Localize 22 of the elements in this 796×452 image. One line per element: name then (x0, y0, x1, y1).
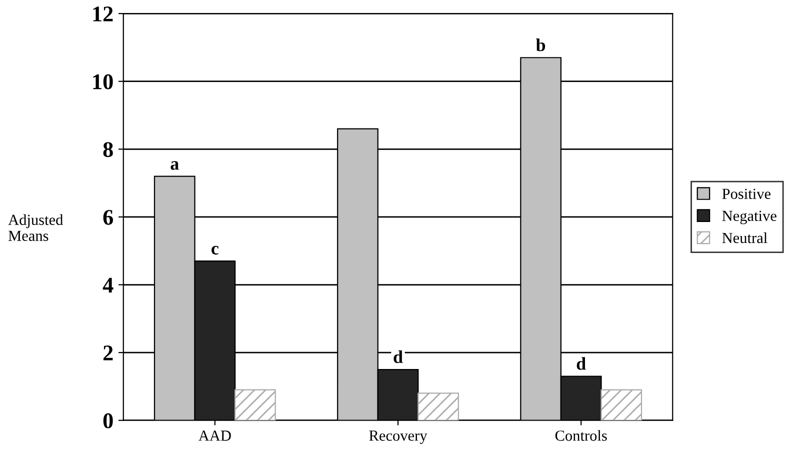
legend-label: Positive (722, 188, 771, 199)
bar (600, 389, 642, 420)
y-tick-label: 6 (103, 210, 114, 225)
x-tick-label: AAD (198, 430, 231, 441)
legend-label: Neutral (722, 232, 768, 244)
y-tick-label: 12 (93, 6, 113, 22)
bar (234, 389, 276, 420)
y-tick-label: 0 (103, 413, 113, 428)
data-label: d (576, 357, 586, 370)
data-label: b (536, 38, 546, 52)
x-tick-label: Recovery (369, 430, 428, 444)
y-axis-title: Adjusted Means (8, 214, 64, 241)
bar (418, 392, 459, 420)
legend-label: Negative (722, 210, 776, 224)
y-tick-label: 4 (102, 278, 114, 292)
data-label: d (394, 350, 403, 364)
data-label: a (170, 161, 179, 170)
y-tick-label: 10 (93, 74, 113, 90)
y-tick-label: 8 (103, 142, 113, 158)
x-tick-label: Controls (555, 430, 607, 441)
y-tick-label: 2 (103, 346, 113, 360)
data-label: c (212, 246, 218, 255)
